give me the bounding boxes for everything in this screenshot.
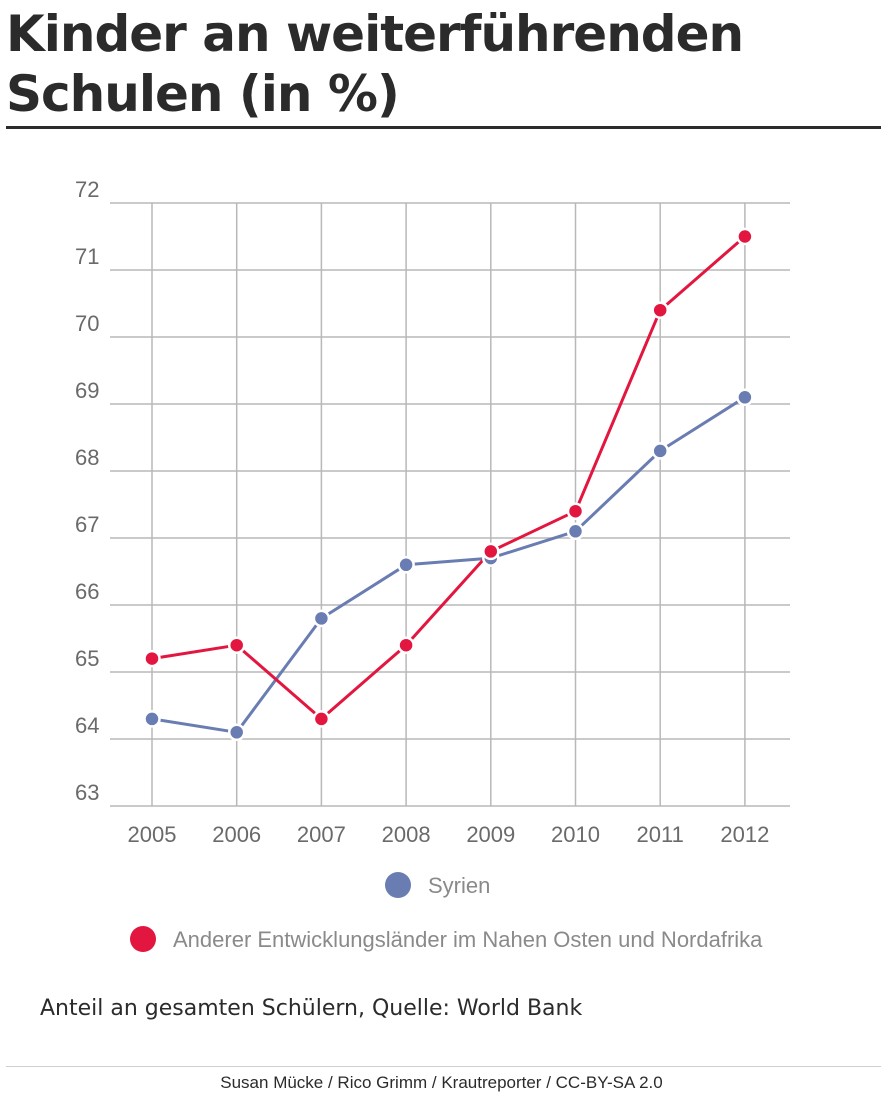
legend-label-1: Anderer Entwicklungsländer im Nahen Oste… xyxy=(173,927,763,952)
y-tick-label: 71 xyxy=(75,244,99,269)
series-line-1 xyxy=(151,235,746,721)
legend-marker-0 xyxy=(385,872,411,898)
legend: Syrien Anderer Entwicklungsländer im Nahe… xyxy=(130,872,763,952)
x-tick-label: 2011 xyxy=(637,822,684,847)
y-tick-label: 70 xyxy=(75,311,99,336)
x-tick-label: 2012 xyxy=(720,822,769,847)
y-tick-label: 66 xyxy=(75,579,99,604)
legend-marker-1 xyxy=(130,926,156,952)
data-point xyxy=(566,502,585,520)
title-underline xyxy=(6,126,881,129)
series-line-0 xyxy=(151,396,746,734)
y-tick-label: 67 xyxy=(75,512,99,537)
chart-title: Kinder an weiterführenden Schulen (in %) xyxy=(6,5,744,123)
x-axis-ticks: 2005 2006 2007 2008 2009 2010 2011 2012 xyxy=(128,822,770,847)
data-point xyxy=(736,227,754,246)
y-axis-ticks: 63 64 65 66 67 68 69 70 71 72 xyxy=(75,177,99,805)
x-tick-label: 2005 xyxy=(128,822,177,847)
series-lines xyxy=(151,235,746,734)
data-point xyxy=(397,556,415,574)
data-point xyxy=(312,609,331,628)
source-caption: Anteil an gesamten Schülern, Quelle: Wor… xyxy=(40,996,583,1021)
data-point xyxy=(736,388,754,407)
y-tick-label: 65 xyxy=(75,646,99,671)
x-tick-label: 2007 xyxy=(297,822,346,847)
data-point xyxy=(482,542,500,561)
data-point xyxy=(143,710,161,728)
data-point xyxy=(566,522,585,541)
data-point xyxy=(397,636,415,654)
y-tick-label: 72 xyxy=(75,177,99,202)
x-tick-label: 2010 xyxy=(551,822,600,847)
y-tick-label: 68 xyxy=(75,445,99,470)
data-point xyxy=(312,710,331,728)
data-point xyxy=(651,301,669,319)
x-tick-label: 2008 xyxy=(382,822,431,847)
credit-line: Susan Mücke / Rico Grimm / Krautreporter… xyxy=(220,1073,663,1092)
grid-lines xyxy=(110,202,790,807)
footer-divider xyxy=(6,1066,881,1067)
y-tick-label: 69 xyxy=(75,378,99,403)
data-point xyxy=(143,649,161,668)
data-point xyxy=(651,442,669,460)
legend-label-0: Syrien xyxy=(428,873,490,898)
data-point xyxy=(227,723,246,742)
x-tick-label: 2006 xyxy=(212,822,261,847)
y-tick-label: 64 xyxy=(75,713,99,738)
data-point xyxy=(227,636,246,654)
series-points xyxy=(143,227,754,742)
x-tick-label: 2009 xyxy=(466,822,515,847)
y-tick-label: 63 xyxy=(75,780,99,805)
